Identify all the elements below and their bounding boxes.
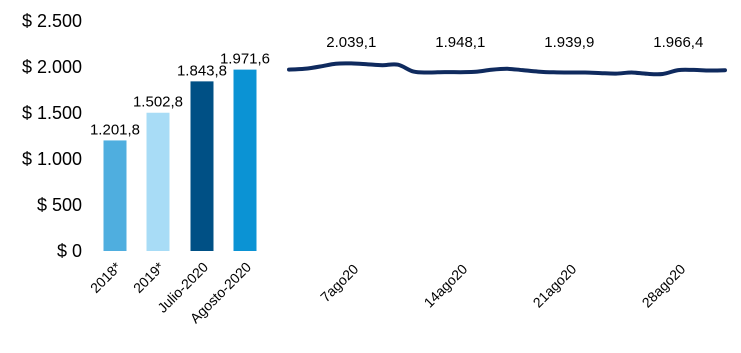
- bar-2018: [103, 140, 127, 251]
- y-tick-label: $ 0: [57, 241, 82, 261]
- bar-value-label: 1.201,8: [90, 121, 140, 138]
- bar-value-label: 1.843,8: [177, 62, 227, 79]
- y-tick-label: $ 2.500: [22, 11, 82, 31]
- date-tick-label: 14ago20: [421, 261, 471, 311]
- bar-value-label: 1.971,6: [220, 51, 270, 68]
- daily-series-line: [287, 61, 727, 77]
- bar-value-label: 1.502,8: [133, 94, 183, 111]
- line-value-label: 1.939,9: [544, 34, 594, 51]
- y-tick-label: $ 2.000: [22, 57, 82, 77]
- y-tick-label: $ 1.500: [22, 103, 82, 123]
- line-value-label: 1.948,1: [435, 34, 485, 51]
- line-value-label: 1.966,4: [653, 34, 703, 51]
- line-value-label: 2.039,1: [326, 34, 376, 51]
- date-tick-label: 21ago20: [530, 261, 580, 311]
- y-tick-label: $ 500: [37, 195, 82, 215]
- date-tick-label: 28ago20: [639, 261, 689, 311]
- category-tick-label: 2018*: [87, 258, 125, 296]
- y-tick-label: $ 1.000: [22, 149, 82, 169]
- bar-agosto-2020: [233, 69, 257, 252]
- date-tick-label: 7ago20: [317, 261, 361, 305]
- category-tick-label: 2019*: [130, 258, 168, 296]
- bar-julio-2020: [190, 81, 214, 252]
- bar-2019: [146, 112, 170, 251]
